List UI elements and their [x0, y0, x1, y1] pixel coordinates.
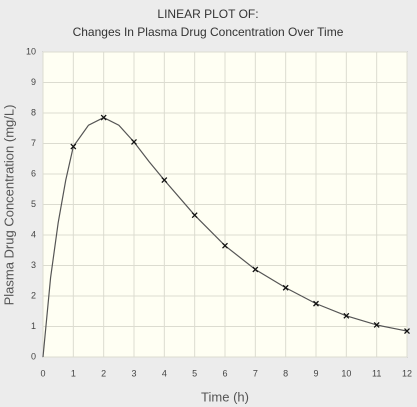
data-point	[191, 212, 198, 219]
data-point	[100, 114, 107, 121]
data-point	[313, 300, 319, 307]
y-axis-label: Plasma Drug Concentration (mg/L)	[1, 105, 16, 306]
y-tick-label: 6	[31, 168, 36, 178]
y-tick-label: 5	[31, 199, 36, 209]
x-tick-label: 4	[162, 368, 167, 378]
y-tick-label: 0	[31, 351, 36, 361]
y-tick-label: 8	[31, 107, 36, 117]
y-tick-label: 7	[31, 138, 36, 148]
x-tick-label: 0	[40, 368, 45, 378]
data-point	[404, 328, 410, 335]
y-tick-label: 1	[31, 321, 36, 331]
chart-title: LINEAR PLOT OF:	[157, 7, 258, 21]
x-tick-label: 5	[192, 368, 197, 378]
data-point	[343, 312, 350, 319]
x-tick-label: 12	[402, 368, 412, 378]
x-tick-label: 6	[222, 368, 227, 378]
data-point	[373, 322, 380, 328]
x-tick-label: 7	[253, 368, 258, 378]
x-tick-label: 1	[71, 368, 76, 378]
y-tick-label: 4	[31, 229, 36, 239]
x-axis-label: Time (h)	[201, 389, 249, 404]
x-tick-label: 3	[131, 368, 136, 378]
data-point	[70, 143, 77, 150]
data-point	[252, 266, 259, 273]
data-point	[131, 139, 137, 145]
x-tick-label: 8	[283, 368, 288, 378]
x-tick-label: 9	[313, 368, 318, 378]
x-tick-label: 10	[341, 368, 351, 378]
chart-subtitle: Changes In Plasma Drug Concentration Ove…	[73, 25, 344, 39]
x-tick-label: 11	[372, 368, 381, 378]
y-tick-label: 2	[31, 290, 36, 300]
y-tick-label: 3	[31, 260, 36, 270]
y-tick-label: 9	[31, 77, 36, 87]
data-point	[222, 242, 228, 249]
y-tick-label: 10	[26, 46, 36, 56]
x-tick-label: 2	[101, 368, 106, 378]
data-point	[161, 177, 168, 184]
data-point	[282, 284, 289, 291]
